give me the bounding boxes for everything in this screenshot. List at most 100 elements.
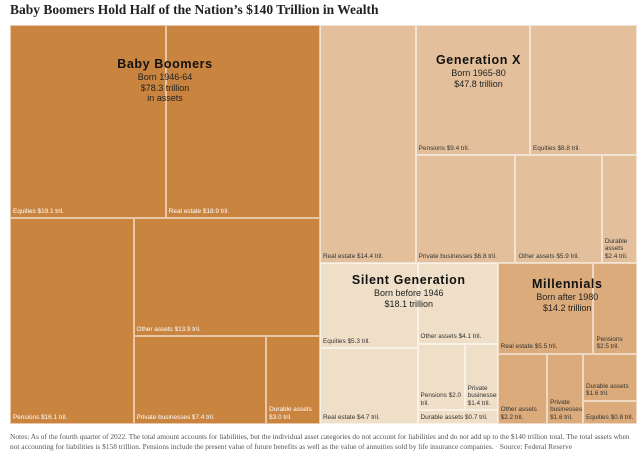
category-label: Equities bbox=[13, 207, 36, 215]
value-label: $4.1 tril. bbox=[458, 333, 482, 341]
generation-block: Equities $19.1 tril. Real estate $18.9 tr… bbox=[10, 25, 320, 424]
value-label: $5.9 tril. bbox=[556, 252, 580, 260]
asset-cell: Other assets $5.9 tril. bbox=[515, 155, 602, 264]
category-label: Private businesses bbox=[467, 385, 498, 400]
asset-label: Pensions $16.1 tril. bbox=[13, 414, 131, 421]
value-label: $0.8 tril. bbox=[610, 413, 634, 421]
asset-cell: Durable assets $3.0 tril. bbox=[266, 336, 320, 424]
value-label: $8.8 tril. bbox=[557, 144, 581, 152]
asset-cell: Private businesses $1.4 tril. bbox=[464, 343, 498, 411]
value-label: $3.0 tril. bbox=[269, 413, 292, 421]
category-label: Equities bbox=[532, 144, 556, 152]
asset-label: Pensions $2.5 tril. bbox=[596, 336, 634, 351]
asset-label: Other assets $2.2 tril. bbox=[501, 406, 544, 421]
value-label: $2.5 tril. bbox=[596, 343, 620, 351]
category-label: Private businesses bbox=[418, 252, 473, 260]
generation-block: Real estate $14.4 tril. Pensions $9.4 tri… bbox=[319, 25, 637, 264]
value-label: $2.2 tril. bbox=[500, 413, 524, 421]
category-label: Real estate bbox=[322, 413, 356, 421]
asset-label: Private businesses $7.4 tril. bbox=[137, 414, 264, 421]
asset-label: Durable assets $1.6 tril. bbox=[586, 383, 634, 398]
asset-label: Durable assets $3.0 tril. bbox=[269, 406, 317, 421]
category-label: Other assets bbox=[500, 406, 537, 414]
value-label: $9.4 tril. bbox=[446, 144, 470, 152]
notes: Notes: As of the fourth quarter of 2022.… bbox=[10, 432, 635, 452]
source-text: Source: Federal Reserve bbox=[499, 442, 572, 451]
value-label: $5.5 tril. bbox=[534, 343, 558, 351]
value-label: $2.0 tril. bbox=[420, 392, 462, 407]
category-label: Pensions bbox=[13, 413, 40, 421]
chart-title: Baby Boomers Hold Half of the Nation’s $… bbox=[10, 2, 379, 17]
category-label: Pensions bbox=[420, 392, 447, 400]
asset-cell: Private businesses $6.8 tril. bbox=[415, 155, 516, 264]
asset-label: Other assets $5.9 tril. bbox=[518, 253, 598, 260]
value-label: $13.9 tril. bbox=[174, 325, 201, 333]
asset-label: Equities $0.8 tril. bbox=[586, 414, 634, 421]
value-label: $1.6 tril. bbox=[550, 413, 573, 421]
category-label: Equities bbox=[586, 413, 609, 421]
value-label: $4.7 tril. bbox=[357, 413, 380, 421]
category-label: Pensions bbox=[596, 335, 623, 343]
asset-label: Equities $19.1 tril. bbox=[13, 208, 163, 215]
asset-cell: Real estate $5.5 tril. bbox=[497, 263, 594, 354]
asset-cell: Pensions $16.1 tril. bbox=[10, 218, 134, 424]
asset-cell: Private businesses $1.6 tril. bbox=[547, 353, 584, 424]
value-label: $16.1 tril. bbox=[41, 413, 68, 421]
asset-label: Durable assets $2.4 tril. bbox=[605, 238, 634, 260]
asset-label: Real estate $5.5 tril. bbox=[501, 343, 591, 350]
asset-label: Real estate $4.7 tril. bbox=[323, 414, 415, 421]
asset-cell: Real estate $4.7 tril. bbox=[319, 348, 418, 424]
category-label: Real estate bbox=[322, 252, 356, 260]
asset-cell: Equities $19.1 tril. bbox=[10, 25, 166, 219]
category-label: Equities bbox=[322, 337, 346, 345]
asset-label: Durable assets $0.7 tril. bbox=[421, 414, 495, 421]
category-label: Pensions bbox=[418, 144, 445, 152]
category-label: Durable assets bbox=[586, 382, 629, 390]
asset-label: Real estate $14.4 tril. bbox=[323, 253, 413, 260]
value-label: $14.4 tril. bbox=[357, 252, 384, 260]
asset-cell: Other assets $13.9 tril. bbox=[133, 218, 320, 336]
value-label: $7.4 tril. bbox=[191, 413, 215, 421]
note-text: Notes: As of the fourth quarter of 2022.… bbox=[10, 432, 630, 451]
category-label: Other assets bbox=[420, 333, 457, 341]
category-label: Real estate bbox=[500, 343, 533, 351]
asset-label: Pensions $9.4 tril. bbox=[419, 145, 527, 152]
asset-label: Private businesses $1.4 tril. bbox=[467, 385, 498, 407]
asset-label: Pensions $2.0 tril. bbox=[421, 392, 462, 407]
asset-label: Other assets $4.1 tril. bbox=[421, 333, 495, 340]
asset-cell: Real estate $18.9 tril. bbox=[165, 25, 320, 219]
asset-cell: Other assets $2.2 tril. bbox=[497, 353, 548, 424]
asset-cell: Durable assets $2.4 tril. bbox=[601, 155, 637, 264]
asset-cell: Equities $5.3 tril. bbox=[319, 263, 418, 349]
category-label: Durable assets bbox=[269, 406, 312, 414]
asset-cell: Durable assets $1.6 tril. bbox=[583, 353, 637, 401]
separator: · bbox=[495, 442, 498, 451]
value-label: $6.8 tril. bbox=[474, 252, 497, 260]
category-label: Private businesses bbox=[550, 398, 583, 414]
value-label: $18.9 tril. bbox=[202, 207, 230, 215]
category-label: Durable assets bbox=[420, 413, 464, 421]
asset-cell: Real estate $14.4 tril. bbox=[319, 25, 416, 264]
category-label: Other assets bbox=[518, 252, 555, 260]
treemap: Equities $19.1 tril. Real estate $18.9 tr… bbox=[10, 25, 637, 424]
asset-label: Equities $5.3 tril. bbox=[323, 338, 415, 345]
asset-cell: Pensions $2.0 tril. bbox=[417, 343, 465, 411]
asset-cell: Equities $0.8 tril. bbox=[583, 400, 637, 424]
asset-label: Equities $8.8 tril. bbox=[533, 145, 634, 152]
category-label: Other assets bbox=[136, 325, 173, 333]
category-label: Real estate bbox=[168, 207, 202, 215]
category-label: Private businesses bbox=[136, 413, 191, 421]
value-label: $5.3 tril. bbox=[347, 337, 371, 345]
asset-cell: Durable assets $0.7 tril. bbox=[417, 410, 498, 424]
category-label: Durable assets bbox=[604, 237, 628, 253]
asset-cell: Other assets $4.1 tril. bbox=[417, 263, 498, 344]
value-label: $1.4 tril. bbox=[467, 399, 491, 407]
asset-label: Real estate $18.9 tril. bbox=[169, 208, 317, 215]
generation-block: Real estate $5.5 tril. Pensions $2.5 tril… bbox=[497, 263, 637, 424]
value-label: $19.1 tril. bbox=[37, 207, 64, 215]
value-label: $1.6 tril. bbox=[586, 390, 609, 398]
asset-cell: Pensions $2.5 tril. bbox=[593, 263, 637, 354]
asset-cell: Equities $8.8 tril. bbox=[529, 25, 637, 156]
generation-block: Equities $5.3 tril. Real estate $4.7 tril… bbox=[319, 263, 498, 424]
